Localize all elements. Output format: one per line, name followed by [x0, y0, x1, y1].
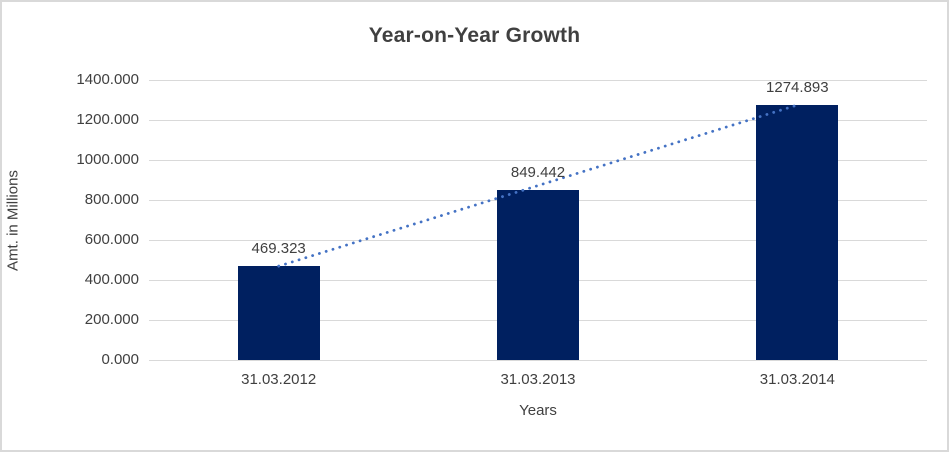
gridline — [149, 80, 927, 81]
trendline-path — [277, 103, 799, 268]
y-tick-label: 200.000 — [84, 311, 139, 328]
bar-value-label: 469.323 — [251, 240, 306, 258]
y-tick-label: 1200.000 — [76, 111, 139, 128]
bar-31.03.2013 — [497, 190, 579, 360]
plot-area — [149, 80, 927, 361]
x-tick-label: 31.03.2012 — [241, 371, 317, 388]
x-tick-label: 31.03.2013 — [500, 371, 576, 388]
y-tick-label: 0.000 — [101, 351, 139, 368]
gridline — [149, 160, 927, 161]
y-tick-label: 800.000 — [84, 191, 139, 208]
x-axis-title: Years — [519, 402, 557, 419]
trendline — [277, 103, 799, 268]
bar-31.03.2012 — [237, 266, 320, 360]
y-tick-label: 1400.000 — [76, 71, 139, 88]
y-tick-label: 600.000 — [84, 231, 139, 248]
chart-title: Year-on-Year Growth — [368, 24, 581, 47]
gridline — [149, 120, 927, 121]
bar-value-label: 1274.893 — [766, 79, 829, 97]
gridline — [149, 360, 927, 361]
bar-31.03.2014 — [756, 105, 839, 360]
y-tick-label: 1000.000 — [76, 151, 139, 168]
y-tick-label: 400.000 — [84, 271, 139, 288]
bar-value-label: 849.442 — [510, 164, 566, 182]
x-tick-label: 31.03.2014 — [759, 371, 835, 388]
